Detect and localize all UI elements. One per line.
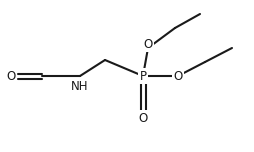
Text: P: P bbox=[139, 69, 147, 83]
Text: NH: NH bbox=[71, 80, 89, 93]
Text: O: O bbox=[173, 69, 183, 83]
Text: O: O bbox=[143, 38, 153, 50]
Text: O: O bbox=[6, 69, 16, 83]
Text: O: O bbox=[138, 112, 148, 124]
